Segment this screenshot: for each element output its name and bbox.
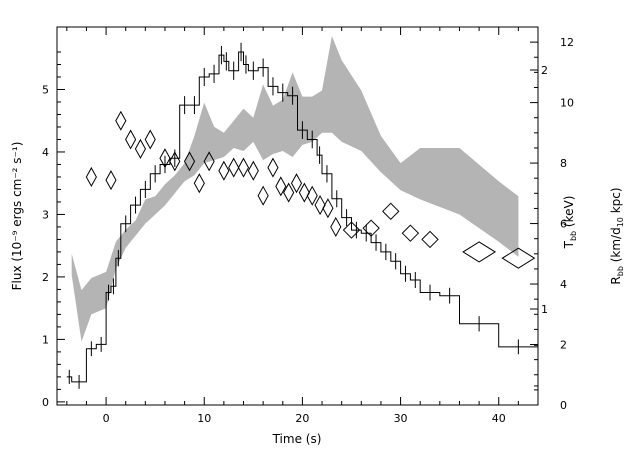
temperature-diamond (298, 182, 310, 203)
flux-histogram-line (66, 51, 538, 383)
temperature-diamond (401, 224, 420, 242)
axis-labels-layer: Time (s) Flux (10⁻⁹ ergs cm⁻² s⁻¹) Tbb​ … (10, 142, 625, 446)
temperature-diamond (85, 166, 97, 187)
y-axis-label-temperature: Tbb​ (keV) (562, 196, 578, 250)
temperature-diamond (275, 176, 287, 197)
x-tick-label: 40 (492, 412, 506, 425)
temperature-diamond (247, 160, 259, 181)
temperature-diamond (314, 195, 326, 216)
y-tick-label-left: 2 (42, 271, 49, 284)
temperature-diamond (322, 198, 334, 219)
plot-frame (56, 26, 539, 406)
temperature-diamond (237, 157, 250, 178)
temperature-diamond (306, 185, 318, 206)
y-tick-label-radius: 0 (560, 399, 567, 412)
y-tick-label-left: 1 (42, 333, 49, 346)
temperature-diamond (144, 129, 156, 150)
temperature-diamond (115, 110, 127, 131)
temperature-diamond (257, 185, 269, 206)
y-tick-label-left: 4 (42, 146, 49, 159)
x-axis-label: Time (s) (272, 432, 322, 446)
temperature-diamond (501, 247, 536, 269)
x-tick-label: 30 (394, 412, 408, 425)
temperature-diamond (330, 216, 342, 237)
temperature-diamond (183, 151, 196, 172)
temperature-diamond (382, 202, 400, 221)
y-tick-label-temperature: 2 (541, 64, 548, 77)
y-tick-label-left: 5 (42, 83, 49, 96)
temperature-diamond (125, 129, 137, 150)
y-tick-label-radius: 4 (560, 278, 567, 291)
y-tick-label-left: 3 (42, 208, 49, 221)
y-tick-label-radius: 2 (560, 339, 567, 352)
temperature-diamond (159, 148, 171, 169)
temperature-diamond (267, 157, 279, 178)
temperature-diamonds-layer (85, 110, 536, 269)
x-tick-label: 0 (103, 412, 110, 425)
x-tick-label: 10 (197, 412, 211, 425)
radius-band-layer (71, 36, 519, 342)
temperature-diamond (193, 173, 205, 194)
radius-band (71, 36, 519, 342)
y-tick-label-temperature: 1 (541, 303, 548, 316)
temperature-diamond (290, 173, 303, 194)
y-axis-label-flux: Flux (10⁻⁹ ergs cm⁻² s⁻¹) (10, 142, 24, 291)
x-tick-label: 20 (295, 412, 309, 425)
temperature-diamond (362, 219, 380, 237)
temperature-diamond (105, 170, 117, 191)
temperature-diamond (462, 241, 497, 263)
y-tick-label-radius: 6 (560, 218, 567, 231)
temperature-diamond (421, 230, 439, 249)
temperature-diamond (283, 182, 295, 203)
temperature-diamond (203, 151, 215, 172)
temperature-diamond (228, 157, 240, 178)
temperature-diamond (134, 138, 147, 159)
temperature-diamond (169, 151, 181, 172)
y-tick-label-radius: 12 (560, 36, 574, 49)
y-axis-label-radius: Rbb​ (km/d10​ kpc) (609, 187, 625, 284)
temperature-diamond (342, 221, 361, 239)
y-tick-label-radius: 8 (560, 157, 567, 170)
y-tick-label-radius: 10 (560, 97, 574, 110)
temperature-diamond (218, 160, 230, 181)
y-tick-label-left: 0 (42, 396, 49, 409)
